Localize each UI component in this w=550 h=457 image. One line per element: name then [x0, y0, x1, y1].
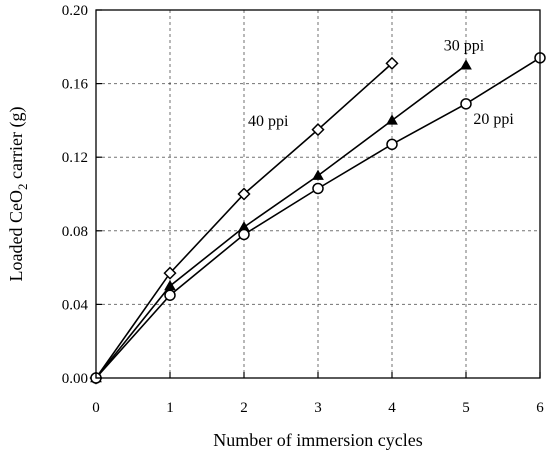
y-tick-label: 0.16 — [62, 77, 89, 93]
y-axis-label-main: Loaded CeO — [6, 190, 26, 281]
data-point — [385, 56, 399, 70]
data-point — [164, 289, 176, 301]
series-label-layer: 40 ppi 30 ppi 20 ppi — [248, 37, 514, 129]
y-axis-label: Loaded CeO2 carrier (g) — [6, 107, 30, 282]
tick-layer: 0 1 2 3 4 5 6 0.00 0.04 0.08 0.12 0.16 0.20 — [62, 3, 545, 416]
data-point — [386, 114, 398, 125]
data-point — [386, 138, 398, 151]
series-label: 40 ppi — [248, 113, 289, 130]
x-tick-label: 4 — [388, 400, 396, 416]
grid-layer — [96, 10, 540, 378]
y-tick-label: 0.12 — [62, 150, 88, 166]
series-label: 30 ppi — [444, 37, 485, 54]
x-tick-label: 6 — [536, 400, 544, 416]
data-point — [238, 228, 250, 241]
x-tick-label: 5 — [462, 400, 470, 416]
y-axis-label-tail: carrier (g) — [6, 107, 27, 184]
y-tick-label: 0.00 — [62, 371, 88, 387]
data-point — [460, 98, 472, 110]
series-label: 20 ppi — [473, 111, 514, 128]
y-axis-label-subscript: 2 — [15, 183, 30, 190]
series-line — [95, 64, 467, 379]
data-point — [311, 123, 325, 137]
data-point — [312, 169, 324, 180]
x-tick-label: 2 — [240, 400, 248, 416]
data-point — [163, 266, 177, 280]
x-tick-label: 0 — [92, 400, 100, 416]
x-axis-label: Number of immersion cycles — [213, 430, 422, 450]
data-point — [312, 182, 324, 195]
data-point — [237, 187, 251, 201]
y-tick-label: 0.04 — [62, 297, 89, 313]
y-tick-label: 0.08 — [62, 224, 88, 240]
x-tick-label: 1 — [166, 400, 174, 416]
y-tick-label: 0.20 — [62, 3, 88, 19]
data-point — [460, 59, 472, 70]
x-tick-label: 3 — [314, 400, 322, 416]
